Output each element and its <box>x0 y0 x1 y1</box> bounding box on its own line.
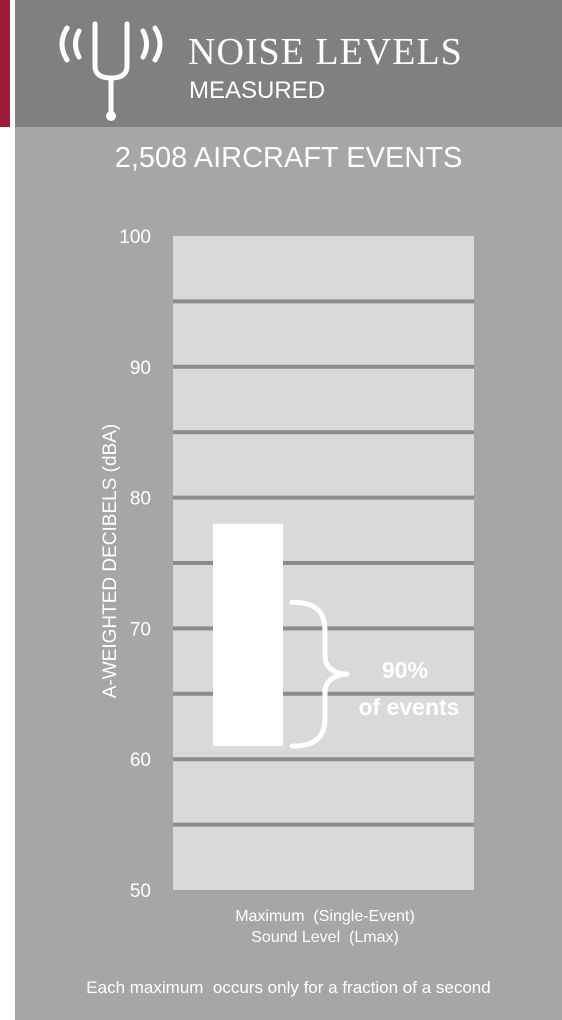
header-bar: NOISE LEVELS MEASURED <box>15 0 562 127</box>
y-axis-label: A-WEIGHTED DECIBELS (dBA) <box>100 424 121 699</box>
infographic-panel: NOISE LEVELS MEASURED 2,508 AIRCRAFT EVE… <box>15 0 562 1020</box>
chart-title: 2,508 AIRCRAFT EVENTS <box>114 142 463 174</box>
page-subtitle: MEASURED <box>189 77 326 104</box>
bars <box>213 523 283 747</box>
y-tick-label: 100 <box>119 227 151 248</box>
x-label-line-2: Sound Level (Lmax) <box>251 929 399 946</box>
bar-lmax-range <box>213 523 283 747</box>
x-axis-category-label: Maximum (Single-Event) Sound Level (Lmax… <box>173 906 477 948</box>
annotation-text: of events <box>359 694 460 720</box>
y-axis-ticks: 50 60 70 80 90 100 <box>119 227 151 902</box>
y-tick-label: 70 <box>130 619 151 640</box>
accent-strip <box>0 0 10 127</box>
x-label-line-1: Maximum (Single-Event) <box>235 908 415 925</box>
page-title: NOISE LEVELS <box>188 31 463 73</box>
y-tick-label: 80 <box>130 489 151 510</box>
tuning-fork-signal-icon <box>59 21 163 121</box>
annotation-percent: 90% <box>382 657 428 683</box>
brace-annotation <box>289 599 350 749</box>
y-tick-label: 90 <box>130 358 151 379</box>
y-tick-label: 50 <box>130 881 151 902</box>
y-tick-label: 60 <box>130 750 151 771</box>
footnote: Each maximum occurs only for a fraction … <box>86 978 491 997</box>
